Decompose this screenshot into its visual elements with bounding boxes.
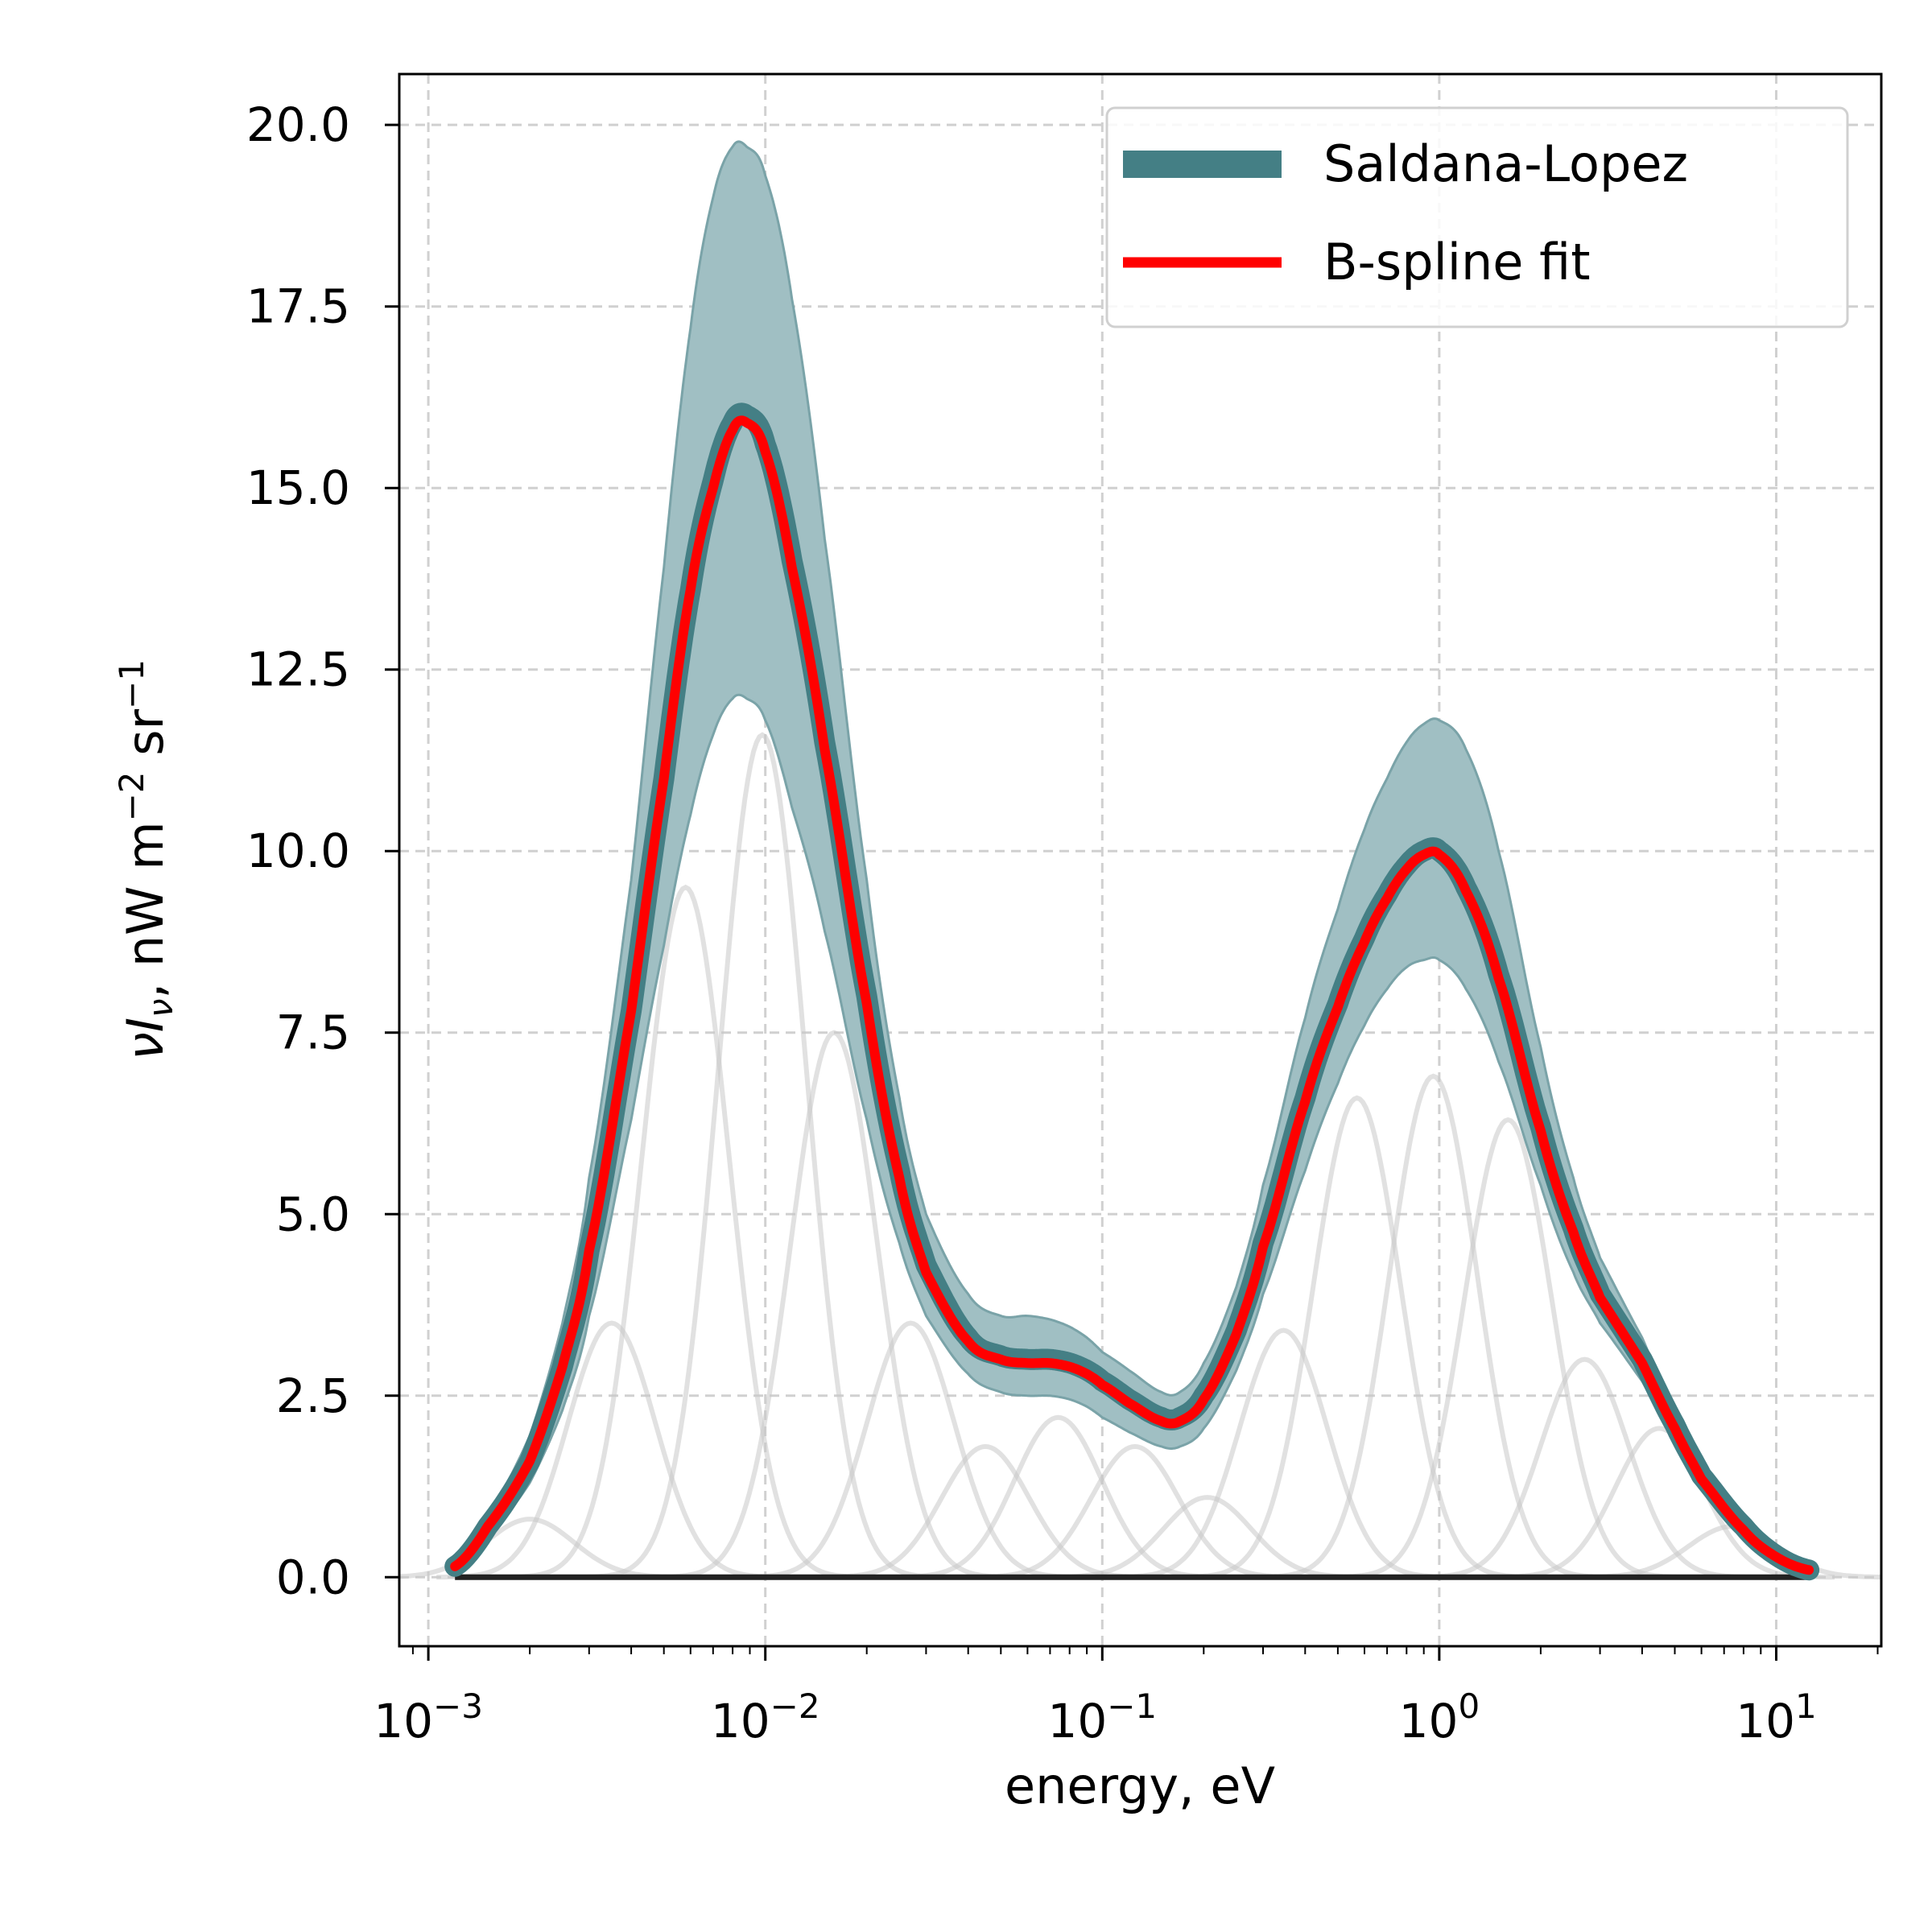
legend: Saldana-Lopez B-spline fit <box>1105 106 1849 328</box>
legend-box <box>1105 106 1849 328</box>
basis-component-curve <box>1108 1327 1459 1580</box>
y-axis-label: νIν, nW m−2 sr−1 <box>112 659 180 1060</box>
basis-component-curve <box>1484 1426 1835 1580</box>
x-axis-label: energy, eV <box>1005 1757 1275 1815</box>
basis-component-curve <box>658 1030 1009 1580</box>
y-axis-ticks: 0.0 2.5 5.0 7.5 10.0 12.5 15.0 17.5 20.0 <box>246 97 399 1604</box>
basis-component-curve <box>1409 1356 1761 1580</box>
basis-component-curve <box>587 732 938 1579</box>
y-tick-label: 7.5 <box>276 1005 350 1060</box>
y-tick-label: 17.5 <box>246 279 350 334</box>
basis-component-curve <box>436 1320 787 1580</box>
basis-component-curve <box>510 884 861 1579</box>
x-tick-label: 10−2 <box>711 1686 820 1748</box>
basis-component-curve <box>882 1414 1234 1580</box>
x-tick-label: 101 <box>1736 1686 1817 1748</box>
legend-label-saldana-lopez: Saldana-Lopez <box>1323 134 1688 193</box>
x-tick-label: 100 <box>1399 1686 1480 1748</box>
x-axis-ticks: 10−3 10−2 10−1 100 101 <box>374 1646 1879 1748</box>
b-spline-fit-line <box>450 415 1814 1575</box>
basis-component-curve <box>1181 1095 1533 1580</box>
plot-frame <box>398 72 1883 1648</box>
y-tick-label: 12.5 <box>246 642 350 697</box>
y-tick-label: 15.0 <box>246 460 350 515</box>
x-tick-label: 10−1 <box>1047 1686 1157 1748</box>
basis-component-curve <box>1332 1117 1683 1580</box>
basis-component-curve <box>1257 1073 1609 1580</box>
legend-label-b-spline-fit: B-spline fit <box>1323 233 1591 291</box>
y-tick-label: 2.5 <box>276 1368 350 1423</box>
y-tick-label: 10.0 <box>246 824 350 878</box>
y-tick-label: 0.0 <box>276 1550 350 1604</box>
y-tick-label: 20.0 <box>246 97 350 152</box>
x-tick-label: 10−3 <box>374 1686 483 1748</box>
basis-component-curve <box>960 1443 1311 1580</box>
plot-area <box>399 140 1881 1581</box>
y-tick-label: 5.0 <box>276 1187 350 1241</box>
